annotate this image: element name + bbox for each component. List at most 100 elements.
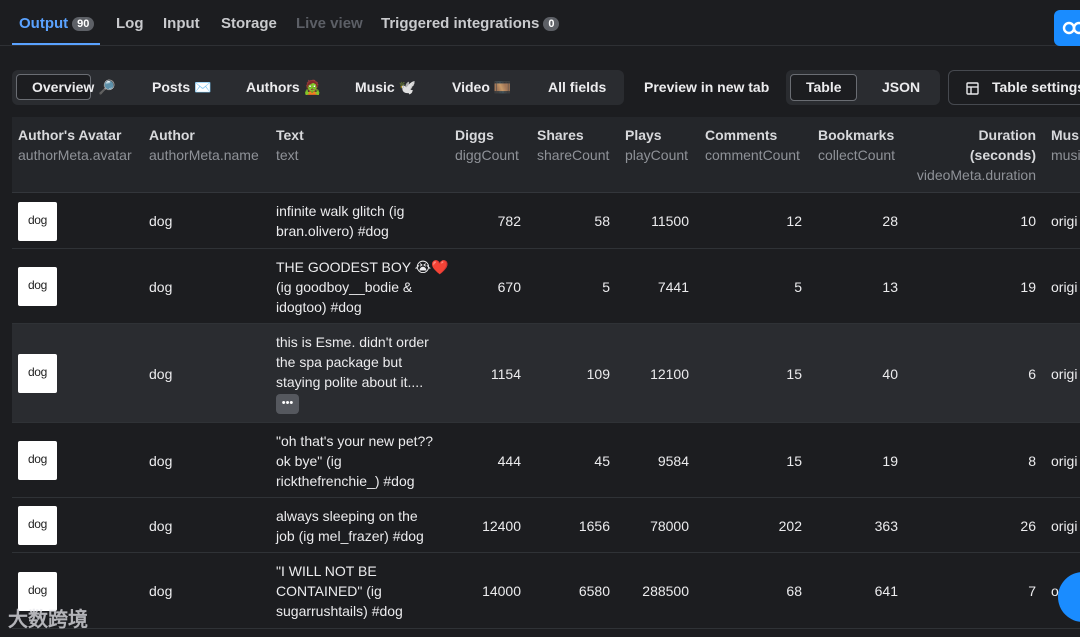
plays-cell: 7441 (657, 279, 689, 295)
table-row[interactable]: dog dog "I WILL NOT BE CONTAINED" (ig sugarr… (12, 553, 1080, 629)
author-avatar-image: dog (18, 267, 57, 306)
avatar-logo-text: dog (27, 213, 48, 227)
music-cell: o (1051, 583, 1059, 599)
post-text-line: "oh that's your new pet?? (276, 433, 434, 449)
column-title: Shares (537, 127, 584, 143)
author-name-cell: dog (149, 453, 173, 469)
view-video[interactable]: Video 🎞️ (452, 79, 512, 95)
table-row[interactable]: dog dog "oh that's your new pet?? ok bye" (… (12, 423, 1080, 498)
format-table-button[interactable]: Table (806, 79, 842, 95)
column-header-author[interactable]: Author authorMeta.name (149, 125, 259, 165)
table-row[interactable]: dog dog THE GOODEST BOY 😭❤️ (ig goodboy__bo… (12, 249, 1080, 324)
column-header-bookmarks[interactable]: Bookmarks collectCount (818, 125, 895, 165)
column-header-avatar[interactable]: Author's Avatar authorMeta.avatar (18, 125, 132, 165)
author-avatar-image: dog (18, 572, 57, 611)
table-settings-icon (966, 82, 979, 95)
post-text-line: idogtoo) #dog (276, 299, 362, 315)
tab-output-label: Output (19, 15, 69, 32)
column-title: Text (276, 127, 304, 143)
column-field: authorMeta.avatar (18, 147, 132, 163)
table-header: Author's Avatar authorMeta.avatar Author a… (12, 117, 1080, 193)
post-text-line: always sleeping on the (276, 508, 418, 524)
column-header-comments[interactable]: Comments commentCount (705, 125, 800, 165)
post-text-line: staying polite about it.... (276, 374, 424, 390)
column-title-unit: (seconds) (969, 147, 1036, 163)
column-field: text (276, 147, 299, 163)
view-all-fields[interactable]: All fields (548, 79, 607, 95)
tab-log[interactable]: Log (116, 15, 144, 32)
post-text-line: (ig goodboy__bodie & (276, 279, 413, 295)
post-text-line: job (ig mel_frazer) #dog (276, 528, 424, 544)
bookmarks-cell: 40 (882, 366, 898, 382)
post-text-cell: THE GOODEST BOY 😭❤️ (ig goodboy__bodie & i… (276, 257, 449, 317)
preview-in-new-tab-link[interactable]: Preview in new tab (644, 79, 770, 95)
column-field: commentCount (705, 147, 800, 163)
plays-cell: 288500 (642, 583, 689, 599)
author-avatar-image: dog (18, 441, 57, 480)
duration-cell: 26 (1020, 518, 1036, 534)
table-row[interactable]: dog dog infinite walk glitch (ig bran.olive… (12, 193, 1080, 249)
column-header-plays[interactable]: Plays playCount (625, 125, 688, 165)
table-settings-label: Table settings (992, 79, 1080, 95)
post-text-cell: "oh that's your new pet?? ok bye" (ig rick… (276, 431, 446, 491)
shares-cell: 5 (602, 279, 610, 295)
share-button[interactable] (1054, 10, 1080, 46)
post-text-line: the spa package but (276, 354, 403, 370)
tab-triggered-integrations[interactable]: Triggered integrations 0 (381, 15, 560, 32)
help-chat-button[interactable] (1058, 572, 1080, 622)
view-overview[interactable]: Overview 🔎 (32, 79, 116, 95)
tab-integrations-count-badge: 0 (543, 17, 560, 31)
column-header-diggs[interactable]: Diggs diggCount (455, 125, 519, 165)
tab-triggered-integrations-label: Triggered integrations (381, 15, 540, 32)
table-row[interactable]: dog dog always sleeping on the job (ig mel_… (12, 498, 1080, 553)
tab-storage[interactable]: Storage (221, 15, 277, 32)
column-field: videoMeta.duration (916, 167, 1036, 183)
author-name-cell: dog (149, 583, 173, 599)
diggs-cell: 670 (497, 279, 521, 295)
post-text-cell: this is Esme. didn't order the spa packag… (276, 332, 446, 414)
plays-cell: 78000 (650, 518, 689, 534)
column-title: Plays (625, 127, 662, 143)
view-authors[interactable]: Authors 🧟 (246, 79, 321, 95)
column-header-music[interactable]: Mus musi (1051, 125, 1080, 165)
duration-cell: 19 (1020, 279, 1036, 295)
shares-cell: 45 (594, 453, 610, 469)
bookmarks-cell: 19 (882, 453, 898, 469)
table-row[interactable]: dog dog this is Esme. didn't order the spa … (12, 324, 1080, 423)
column-header-duration[interactable]: Duration (seconds) videoMeta.duration (892, 125, 1036, 185)
table-settings-button[interactable]: Table settings (948, 70, 1080, 105)
column-title: Author's Avatar (18, 127, 122, 143)
post-text-cell: always sleeping on the job (ig mel_frazer… (276, 506, 446, 546)
avatar-logo-text: dog (27, 278, 48, 292)
tab-output-count-badge: 90 (72, 17, 95, 31)
column-field: collectCount (818, 147, 896, 163)
music-cell: origi (1051, 366, 1078, 382)
post-text-line: "I WILL NOT BE (276, 563, 377, 579)
column-title: Duration (978, 127, 1036, 143)
music-cell: origi (1051, 518, 1078, 534)
duration-cell: 7 (1028, 583, 1036, 599)
format-json-button[interactable]: JSON (882, 79, 921, 95)
column-header-text[interactable]: Text text (276, 125, 304, 165)
view-music[interactable]: Music 🕊️ (355, 79, 416, 95)
comments-cell: 12 (786, 213, 802, 229)
comments-cell: 15 (786, 366, 802, 382)
comments-cell: 15 (786, 453, 802, 469)
tab-live-view[interactable]: Live view (296, 15, 363, 32)
output-tabs-bar: Output 90 Log Input Storage Live view Tri… (0, 0, 1080, 46)
duration-cell: 8 (1028, 453, 1036, 469)
diggs-cell: 782 (497, 213, 521, 229)
column-title: Diggs (455, 127, 494, 143)
post-text-line: this is Esme. didn't order (276, 334, 429, 350)
avatar-logo-text: dog (27, 365, 48, 379)
column-header-shares[interactable]: Shares shareCount (537, 125, 609, 165)
expand-text-button[interactable]: ••• (276, 394, 299, 414)
tab-input[interactable]: Input (163, 15, 200, 32)
post-text-line: infinite walk glitch (ig (276, 203, 405, 219)
tab-output[interactable]: Output 90 (19, 15, 95, 32)
diggs-cell: 12400 (482, 518, 521, 534)
plays-cell: 9584 (657, 453, 689, 469)
comments-cell: 68 (786, 583, 802, 599)
view-posts[interactable]: Posts ✉️ (152, 79, 212, 95)
watermark-text: 大数跨境 (8, 609, 88, 631)
